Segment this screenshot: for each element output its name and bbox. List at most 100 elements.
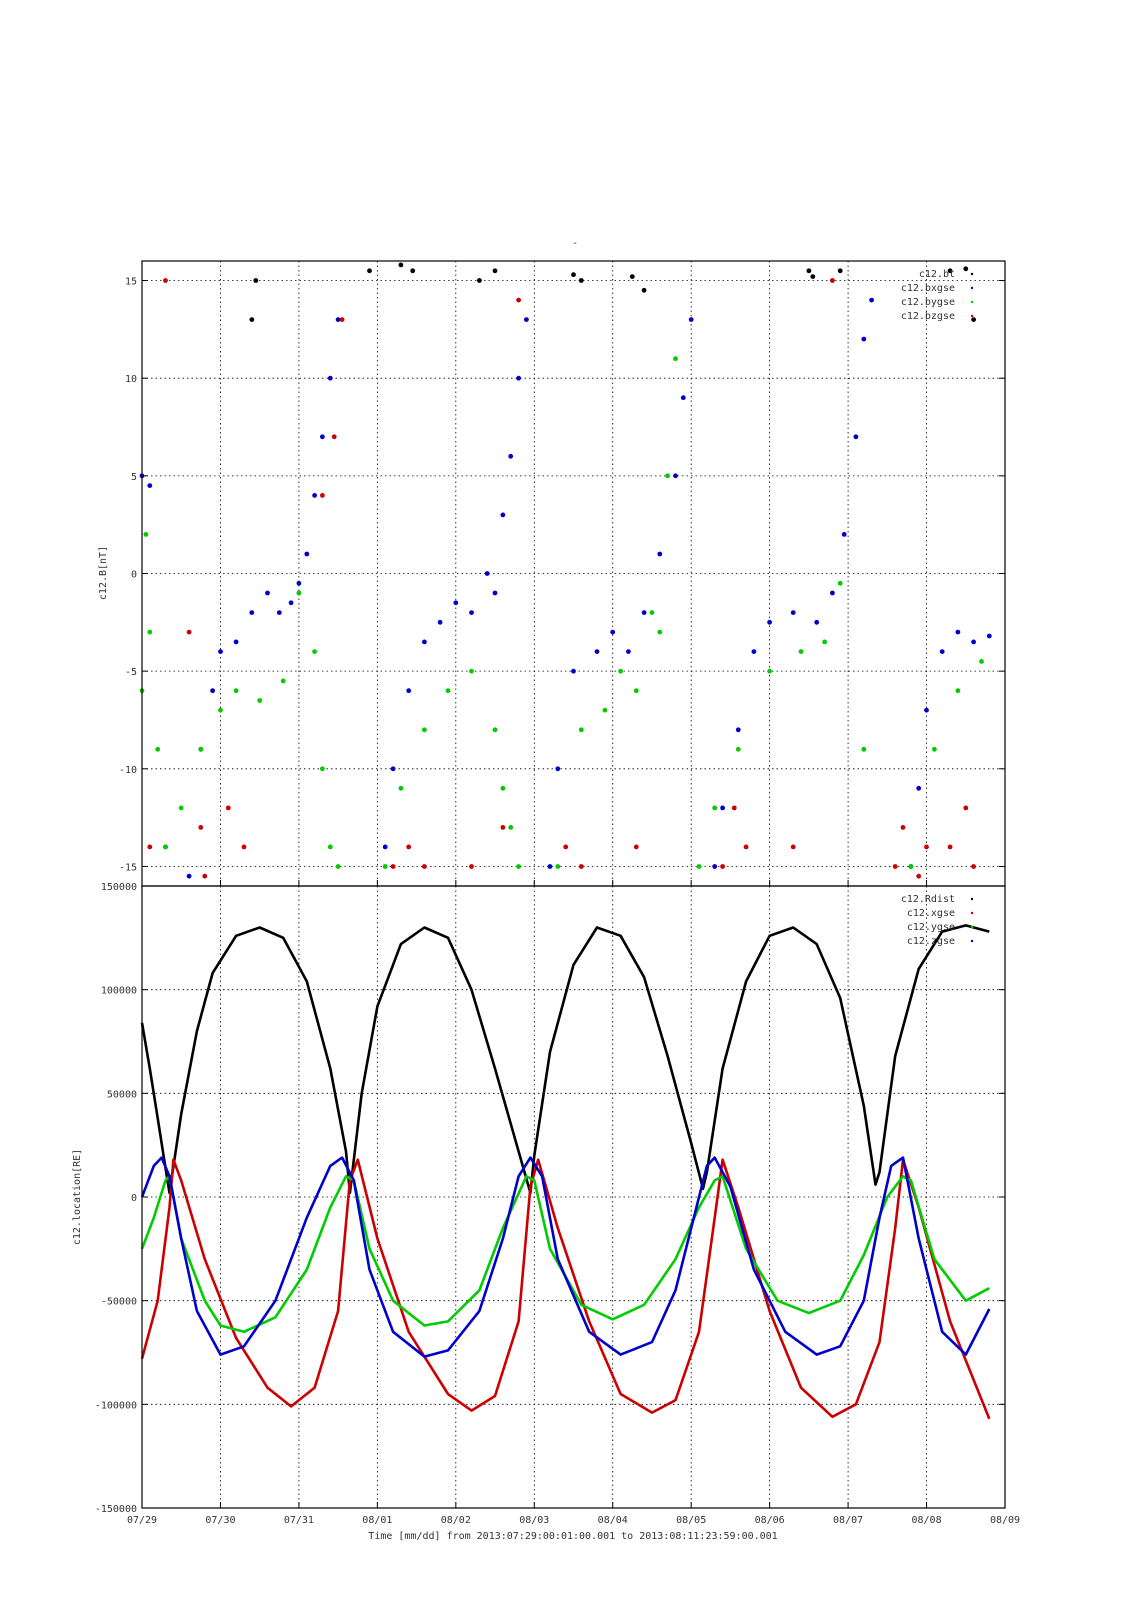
panel-location-y-ticks: -150000 -100000 -50000 0 50000 100000 150000: [95, 882, 137, 1515]
panel-location-series: [140, 924, 991, 1420]
data-point: [469, 864, 474, 869]
x-tick-label: 08/01: [362, 1515, 392, 1526]
data-point: [555, 864, 561, 869]
data-point: [233, 688, 239, 694]
data-point: [296, 580, 302, 586]
x-tick-label: 08/05: [676, 1515, 706, 1526]
legend-marker: [970, 897, 974, 901]
data-point: [563, 844, 569, 850]
data-point: [492, 727, 498, 733]
data-point: [971, 317, 976, 322]
series-c12.bygse: [139, 356, 984, 869]
x-tick-label: 08/06: [755, 1515, 785, 1526]
data-point: [233, 639, 239, 645]
data-point: [900, 825, 906, 830]
series-c12.bt: [249, 262, 976, 322]
data-point: [422, 864, 427, 869]
data-point: [814, 619, 820, 625]
y-tick-label: 0: [131, 1193, 137, 1204]
series-line: [140, 1156, 991, 1358]
data-point: [908, 864, 914, 869]
data-point: [516, 864, 521, 869]
data-point: [971, 864, 976, 869]
data-point: [265, 590, 270, 596]
data-point: [790, 844, 796, 850]
data-point: [492, 590, 498, 596]
legend-label: c12.bt: [919, 269, 955, 280]
data-point: [743, 844, 749, 850]
data-point: [469, 610, 474, 615]
legend-label: c12.bzgse: [901, 311, 955, 322]
data-point: [249, 610, 255, 615]
data-point: [508, 825, 514, 830]
legend-marker: [970, 286, 974, 290]
data-point: [712, 805, 718, 811]
data-point: [767, 619, 772, 625]
data-point: [398, 785, 404, 791]
data-point: [673, 473, 678, 479]
data-point: [484, 571, 490, 576]
x-axis-title: Time [mm/dd] from 2013:07:29:00:01:00.00…: [368, 1531, 777, 1542]
series-c12.xgse: [140, 1158, 991, 1420]
data-point: [892, 864, 898, 869]
data-point: [641, 610, 647, 615]
data-point: [147, 629, 153, 635]
data-point: [861, 336, 867, 342]
legend-marker: [970, 911, 974, 915]
data-point: [657, 629, 663, 635]
data-point: [986, 633, 992, 639]
data-point: [296, 590, 302, 596]
series-c12.ygse: [140, 1175, 990, 1334]
legend-label: c12.zgse: [907, 936, 955, 947]
y-tick-label: -150000: [95, 1504, 137, 1515]
data-point: [947, 844, 953, 850]
data-point: [218, 707, 223, 713]
data-point: [143, 532, 149, 537]
data-point: [147, 483, 153, 488]
data-point: [390, 864, 396, 869]
data-point: [335, 864, 341, 869]
data-point: [602, 707, 608, 713]
data-point: [516, 375, 521, 381]
data-point: [932, 746, 937, 752]
x-tick-label: 08/02: [441, 1515, 471, 1526]
data-point: [477, 278, 482, 283]
data-point: [578, 727, 584, 733]
data-point: [633, 844, 639, 850]
y-tick-label: -15: [119, 862, 137, 873]
data-point: [955, 629, 961, 635]
data-point: [939, 649, 945, 654]
data-point: [327, 844, 333, 850]
y-tick-label: 0: [131, 570, 137, 581]
legend-marker: [970, 939, 974, 943]
data-point: [731, 805, 737, 811]
panel-location-legend: c12.Rdist c12.xgse c12.ygse c12.zgse: [901, 894, 974, 947]
data-point: [280, 678, 286, 684]
data-point: [253, 278, 259, 283]
data-point: [276, 610, 282, 615]
legend-label: c12.bygse: [901, 297, 955, 308]
x-tick-label: 08/03: [519, 1515, 549, 1526]
data-point: [410, 268, 416, 274]
data-point: [178, 805, 184, 811]
y-tick-label: 150000: [101, 882, 137, 893]
data-point: [641, 287, 647, 293]
data-point: [500, 785, 506, 791]
data-point: [406, 688, 412, 694]
data-point: [469, 668, 474, 674]
y-tick-label: 5: [131, 472, 137, 483]
panel-magnetic-field-series: [139, 262, 992, 879]
data-point: [751, 649, 757, 654]
data-point: [916, 785, 922, 791]
data-point: [398, 262, 404, 268]
data-point: [210, 688, 216, 694]
data-point: [735, 727, 741, 733]
data-point: [335, 317, 341, 322]
data-point: [955, 688, 961, 694]
data-point: [163, 278, 168, 283]
data-point: [382, 864, 388, 869]
data-point: [547, 864, 553, 869]
data-point: [508, 453, 514, 459]
data-point: [163, 844, 168, 850]
